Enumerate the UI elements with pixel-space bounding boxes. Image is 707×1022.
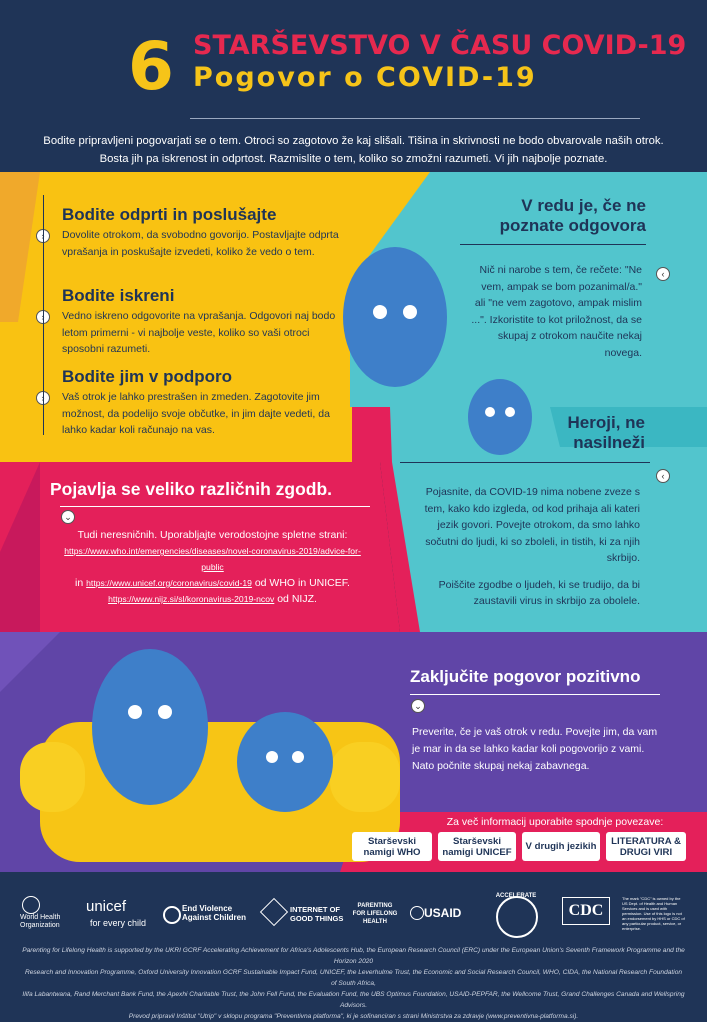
heroes-divider <box>400 462 650 463</box>
stories-in: in <box>75 577 84 589</box>
credits-line-3: Ilifa Labantwana, Rand Merchant Bank Fun… <box>22 991 685 1009</box>
title-line-2: Pogovor o COVID-19 <box>193 62 537 93</box>
tip-2: Bodite iskreni Vedno iskreno odgovorite … <box>62 286 342 358</box>
header-divider <box>190 118 640 119</box>
title-line-1: STARŠEVSTVO V ČASU COVID-19 <box>193 30 687 61</box>
btn-literature[interactable]: LITERATURA & DRUGI VIRI <box>606 832 686 861</box>
tip-3: Bodite jim v podporo Vaš otrok je lahko … <box>62 367 342 439</box>
chevron-left-icon: ‹ <box>656 469 670 483</box>
link-unicef[interactable]: https://www.unicef.org/coronavirus/covid… <box>86 578 252 588</box>
logo-unicef: unicef <box>86 898 127 915</box>
right-top-divider <box>460 244 646 245</box>
chevron-down-icon: ⌄ <box>411 699 425 713</box>
purple-accent <box>0 632 60 692</box>
stories-divider <box>60 506 370 507</box>
character-large <box>343 247 447 387</box>
right-top-body: Nič ni narobe s tem, če rečete: "Ne vem,… <box>471 264 642 359</box>
stories-mid: od WHO in UNICEF. <box>254 577 350 589</box>
tip-3-title: Bodite jim v podporo <box>62 367 232 386</box>
tip-2-title: Bodite iskreni <box>62 286 175 305</box>
character-small <box>468 379 532 455</box>
footer <box>0 872 707 1000</box>
who-logo-icon <box>22 896 40 914</box>
stories-title: Pojavlja se veliko različnih zgodb. <box>50 479 333 499</box>
sofa-arm-left <box>20 742 85 812</box>
stories-body: Tudi neresničnih. Uporabljajte verodosto… <box>55 527 370 607</box>
character-parent <box>92 649 208 805</box>
issue-number: 6 <box>128 28 174 105</box>
right-top-title: V redu je, če ne poznate odgovora <box>499 196 646 235</box>
logo-endviolence: End Violence Against Children <box>182 904 247 922</box>
heroes-body-2: Poiščite zgodbe o ljudeh, ki se trudijo,… <box>438 578 640 608</box>
link-who[interactable]: https://www.who.int/emergencies/diseases… <box>64 546 361 572</box>
heroes-title: Heroji, ne nasilneži <box>567 413 645 452</box>
heroes-body-1: Pojasnite, da COVID-19 nima nobene zveze… <box>424 486 640 564</box>
header <box>0 0 707 172</box>
btn-unicef-tips[interactable]: Starševski namigi UNICEF <box>438 832 516 861</box>
stories-end: od NIJZ. <box>277 593 317 605</box>
intro-line-2: Bosta jih pa iskrenost in odprtost. Razm… <box>99 153 608 165</box>
orange-accent <box>0 172 40 322</box>
credits-line-2: Research and Innovation Programme, Oxfor… <box>24 969 683 987</box>
tip-1: Bodite odprti in poslušajte Dovolite otr… <box>62 205 342 260</box>
tip-1-title: Bodite odprti in poslušajte <box>62 205 277 224</box>
chevron-down-icon: ⌄ <box>61 510 75 524</box>
pink-accent <box>0 462 40 632</box>
accelerate-icon <box>496 896 538 938</box>
logo-internet: INTERNET OF GOOD THINGS <box>290 905 344 923</box>
endviolence-icon <box>163 906 181 924</box>
heroes-band <box>550 407 707 447</box>
more-label: Za več informacij uporabite spodnje pove… <box>446 816 664 828</box>
tip-3-body: Vaš otrok je lahko prestrašen in zmeden.… <box>62 391 330 436</box>
link-nijz[interactable]: https://www.nijz.si/sl/koronavirus-2019-… <box>108 594 275 604</box>
pink-panel <box>0 462 400 632</box>
heroes-body: Pojasnite, da COVID-19 nima nobene zveze… <box>418 484 640 610</box>
conclude-body: Preverite, če je vaš otrok v redu. Povej… <box>412 726 658 772</box>
logo-unicef-tag: for every child <box>90 918 147 928</box>
credits-line-1: Parenting for Lifelong Health is support… <box>22 947 685 965</box>
usaid-icon <box>410 906 424 920</box>
btn-who-tips[interactable]: Starševski namigi WHO <box>352 832 432 861</box>
btn-other-languages[interactable]: V drugih jezikih <box>522 832 600 861</box>
conclude-title: Zaključite pogovor pozitivno <box>410 667 641 686</box>
credits: Parenting for Lifelong Health is support… <box>22 945 685 1022</box>
character-child <box>237 712 333 812</box>
logo-cdc: CDC <box>562 897 610 925</box>
chevron-left-icon: ‹ <box>656 267 670 281</box>
logo-accelerate: ACCELERATE <box>495 893 537 899</box>
stories-text: Tudi neresničnih. Uporabljajte verodosto… <box>77 529 348 541</box>
logo-parenting: PARENTING FOR LIFELONG HEALTH <box>352 903 398 925</box>
credits-line-4: Prevod pripravil Inštitut "Utrip" v sklo… <box>128 1013 579 1020</box>
logo-usaid: USAID <box>424 906 462 920</box>
cdc-note: The mark "CDC" is owned by the US Dept. … <box>622 896 685 931</box>
conclude-divider <box>410 694 660 695</box>
teal-panel-middle <box>390 407 707 632</box>
sofa-arm-right <box>330 742 400 812</box>
tip-1-body: Dovolite otrokom, da svobodno govorijo. … <box>62 229 339 258</box>
logo-who: World Health Organization <box>20 914 61 929</box>
intro-line-1: Bodite pripravljeni pogovarjati se o tem… <box>43 135 664 147</box>
tips-line <box>43 195 44 435</box>
intro-text: Bodite pripravljeni pogovarjati se o tem… <box>20 132 687 168</box>
tip-2-body: Vedno iskreno odgovorite na vprašanja. O… <box>62 310 336 355</box>
